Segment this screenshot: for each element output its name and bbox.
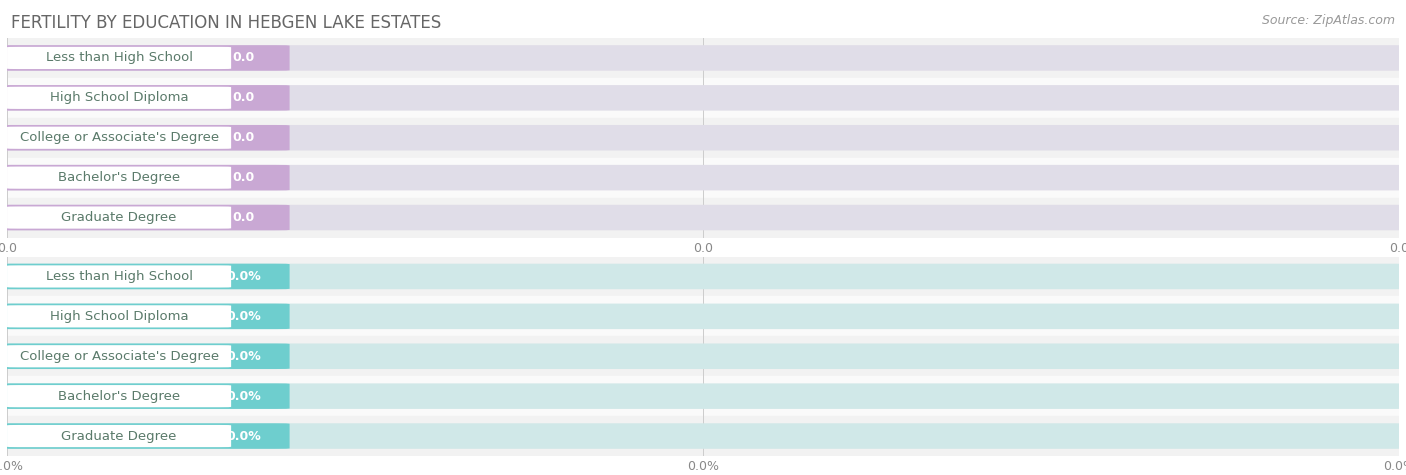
Bar (7, 376, 1399, 416)
Text: 0.0: 0.0 (232, 91, 254, 104)
FancyBboxPatch shape (0, 125, 1406, 151)
FancyBboxPatch shape (0, 165, 290, 190)
FancyBboxPatch shape (0, 304, 1406, 329)
Bar (7, 118, 1399, 158)
Text: High School Diploma: High School Diploma (49, 310, 188, 323)
Bar (7, 198, 1399, 238)
FancyBboxPatch shape (7, 167, 231, 189)
Bar (7, 38, 1399, 78)
Text: Bachelor's Degree: Bachelor's Degree (58, 390, 180, 403)
Bar (7, 256, 1399, 296)
Text: 0.0: 0.0 (232, 211, 254, 224)
FancyBboxPatch shape (7, 425, 231, 447)
Text: FERTILITY BY EDUCATION IN HEBGEN LAKE ESTATES: FERTILITY BY EDUCATION IN HEBGEN LAKE ES… (11, 14, 441, 32)
FancyBboxPatch shape (0, 125, 290, 151)
Text: 0.0%: 0.0% (226, 350, 262, 363)
FancyBboxPatch shape (7, 385, 231, 407)
FancyBboxPatch shape (0, 304, 290, 329)
Text: 0.0%: 0.0% (226, 390, 262, 403)
Text: 0.0%: 0.0% (226, 429, 262, 443)
Text: Bachelor's Degree: Bachelor's Degree (58, 171, 180, 184)
FancyBboxPatch shape (0, 423, 290, 449)
FancyBboxPatch shape (0, 85, 290, 111)
Text: 0.0: 0.0 (232, 131, 254, 144)
Text: College or Associate's Degree: College or Associate's Degree (20, 131, 219, 144)
FancyBboxPatch shape (0, 205, 1406, 230)
Text: Less than High School: Less than High School (45, 270, 193, 283)
FancyBboxPatch shape (0, 45, 1406, 71)
Bar (7, 416, 1399, 456)
Text: College or Associate's Degree: College or Associate's Degree (20, 350, 219, 363)
FancyBboxPatch shape (7, 305, 231, 327)
Text: Graduate Degree: Graduate Degree (62, 211, 177, 224)
Bar (7, 296, 1399, 336)
FancyBboxPatch shape (7, 87, 231, 109)
Text: Less than High School: Less than High School (45, 51, 193, 65)
FancyBboxPatch shape (0, 264, 290, 289)
FancyBboxPatch shape (0, 205, 290, 230)
FancyBboxPatch shape (7, 47, 231, 69)
Text: Source: ZipAtlas.com: Source: ZipAtlas.com (1261, 14, 1395, 27)
Text: 0.0: 0.0 (232, 51, 254, 65)
FancyBboxPatch shape (0, 383, 1406, 409)
Text: Graduate Degree: Graduate Degree (62, 429, 177, 443)
Text: 0.0: 0.0 (232, 171, 254, 184)
Bar (7, 78, 1399, 118)
FancyBboxPatch shape (7, 207, 231, 228)
FancyBboxPatch shape (0, 423, 1406, 449)
FancyBboxPatch shape (0, 383, 290, 409)
FancyBboxPatch shape (7, 127, 231, 149)
Text: 0.0%: 0.0% (226, 310, 262, 323)
Bar (7, 158, 1399, 198)
FancyBboxPatch shape (0, 343, 290, 369)
FancyBboxPatch shape (0, 85, 1406, 111)
FancyBboxPatch shape (0, 264, 1406, 289)
Text: 0.0%: 0.0% (226, 270, 262, 283)
FancyBboxPatch shape (0, 45, 290, 71)
FancyBboxPatch shape (7, 266, 231, 287)
Text: High School Diploma: High School Diploma (49, 91, 188, 104)
FancyBboxPatch shape (7, 345, 231, 367)
FancyBboxPatch shape (0, 343, 1406, 369)
Bar (7, 336, 1399, 376)
FancyBboxPatch shape (0, 165, 1406, 190)
